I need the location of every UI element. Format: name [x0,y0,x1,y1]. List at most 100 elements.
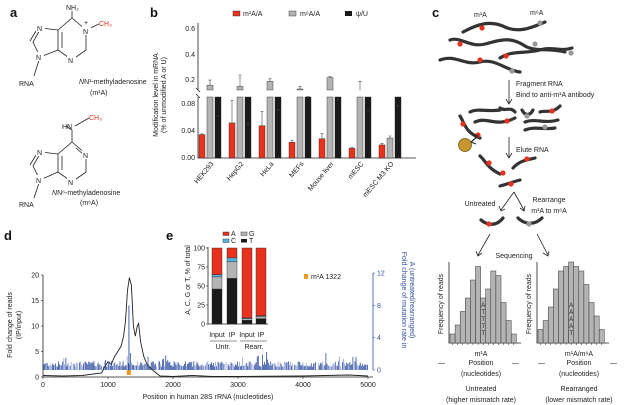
b-xtick-label: mESC M3 KO [362,160,396,199]
hist-bar [490,270,497,344]
panel-b-bar-chart: Modification level in mRNA (% of unmodif… [153,10,416,199]
m1a-dot [503,53,509,59]
bar-m6a-error [328,75,332,78]
d-xtick-label: 2000 [165,382,181,389]
e-ytick-label: 50 [197,284,205,291]
b-ylabel-2: (% of unmodified A or U) [161,57,168,133]
hist-bar [542,320,549,344]
e-legend: A G C T [222,231,254,245]
arrow-down-icon [505,80,513,105]
dash: — [512,360,519,367]
hist-bar [470,279,476,344]
stacked-segment-T [211,288,223,325]
panel-label-b: b [150,5,158,20]
m6a-dot [568,50,574,56]
bar-psi-error [276,108,280,111]
n7-label: N [37,150,42,157]
m1a-dot [477,57,483,63]
legend-psi: ψ/U [356,11,368,18]
bar-psi-error [366,109,370,111]
read-base-mark: T [481,317,485,323]
bar-psi-error [336,98,340,102]
hist-right-position: Position [567,360,592,367]
hist-right-ylabel: Frequency of reads [526,273,533,334]
d-xtick-label: 5000 [360,382,376,389]
hist-bar [588,302,595,344]
n7-label: N [37,26,42,33]
bar-m1a-error [320,132,324,139]
hist-bar [485,288,492,344]
e-ytick-label: 25 [197,303,205,310]
b-legend: m¹A/A m⁶A/A ψ/U [232,10,368,18]
hist-bar [465,297,471,344]
ch3-label: CH₃ [89,115,102,122]
bar-m1a [378,144,386,159]
b-ytick: 0.6 [185,26,195,33]
dash: — [610,360,617,367]
legend-swatch-m6a [288,10,297,17]
bar-m1a [288,141,296,159]
hist-bar [563,266,569,344]
n3-label: N [68,58,73,65]
rna-strands-full [438,20,574,74]
c-m1a-label: m¹A [474,12,487,19]
b-ytick: 0.2 [185,77,195,84]
d-xtick-label: 1000 [100,382,116,389]
legend-m1a: m¹A/A [243,11,263,18]
bar-psi [334,96,342,159]
e-ytick-label: 75 [197,265,205,272]
stacked-segment-T [226,278,238,325]
c-sequencing: Sequencing [496,253,533,260]
d-ytick-label: 0 [35,375,39,382]
e-group-rearr: Rearr. [244,344,263,351]
bar-psi-error [306,96,310,98]
c-rearrange-1: Rearrange [532,197,565,204]
bar-psi-error [216,115,220,117]
dash: — [538,360,545,367]
panel-label-e: e [166,228,173,243]
hist-right-title: Rearranged [561,386,598,393]
charge-plus: + [84,20,88,27]
panel-label-c: c [432,5,439,20]
d-y2tick-label: 12 [377,271,385,278]
hist-bar [449,333,456,344]
c-untreated: Untreated [465,201,496,208]
stacked-segment-C [226,257,238,262]
hist-bar [459,311,466,344]
bar-m6a-error [358,81,362,91]
d-legend: m¹A 1322 [311,274,341,281]
hist-bar [505,320,512,344]
bar-m6a-error [238,74,242,87]
stacked-segment-C [211,274,223,278]
d-ytick-label: 5 [35,349,39,356]
read-base-mark: A [569,324,573,330]
bar-psi [244,96,252,159]
stacked-segment-G [211,276,223,290]
read-base-mark: A [481,303,485,309]
hist-left-position: Position [469,360,494,367]
e-xtick-label: Input [209,332,225,339]
n1-label: N [83,153,88,160]
d-ylabel-2: (IP/input) [16,311,23,339]
stacked-segment-G [241,318,253,321]
b-xtick-label: MEFs [288,160,305,179]
panel-label-d: d [4,228,12,243]
m1a-dot [479,25,485,31]
c-step2: Elute RNA [516,147,549,154]
rna-label: RNA [19,81,34,88]
bar-m1a-error [200,133,204,135]
b-xtick-label: mESC [347,161,365,181]
d-ytick-label: 10 [31,324,39,331]
bar-m1a-error [260,110,264,126]
bar-psi [214,96,222,159]
hist-left-title: Untreated [466,386,497,393]
legend-g: G [249,231,254,238]
m6a-structure: HN CH₃ N N N N RNA NN⁶-methyladenosine (… [19,115,120,209]
stacked-segment-A [226,247,238,259]
legend-swatch-m1a [232,10,241,17]
bar-m1a [228,122,236,159]
bar-psi-error [246,123,250,126]
hist-right-xlabel: m¹A/m⁶A [565,351,593,358]
